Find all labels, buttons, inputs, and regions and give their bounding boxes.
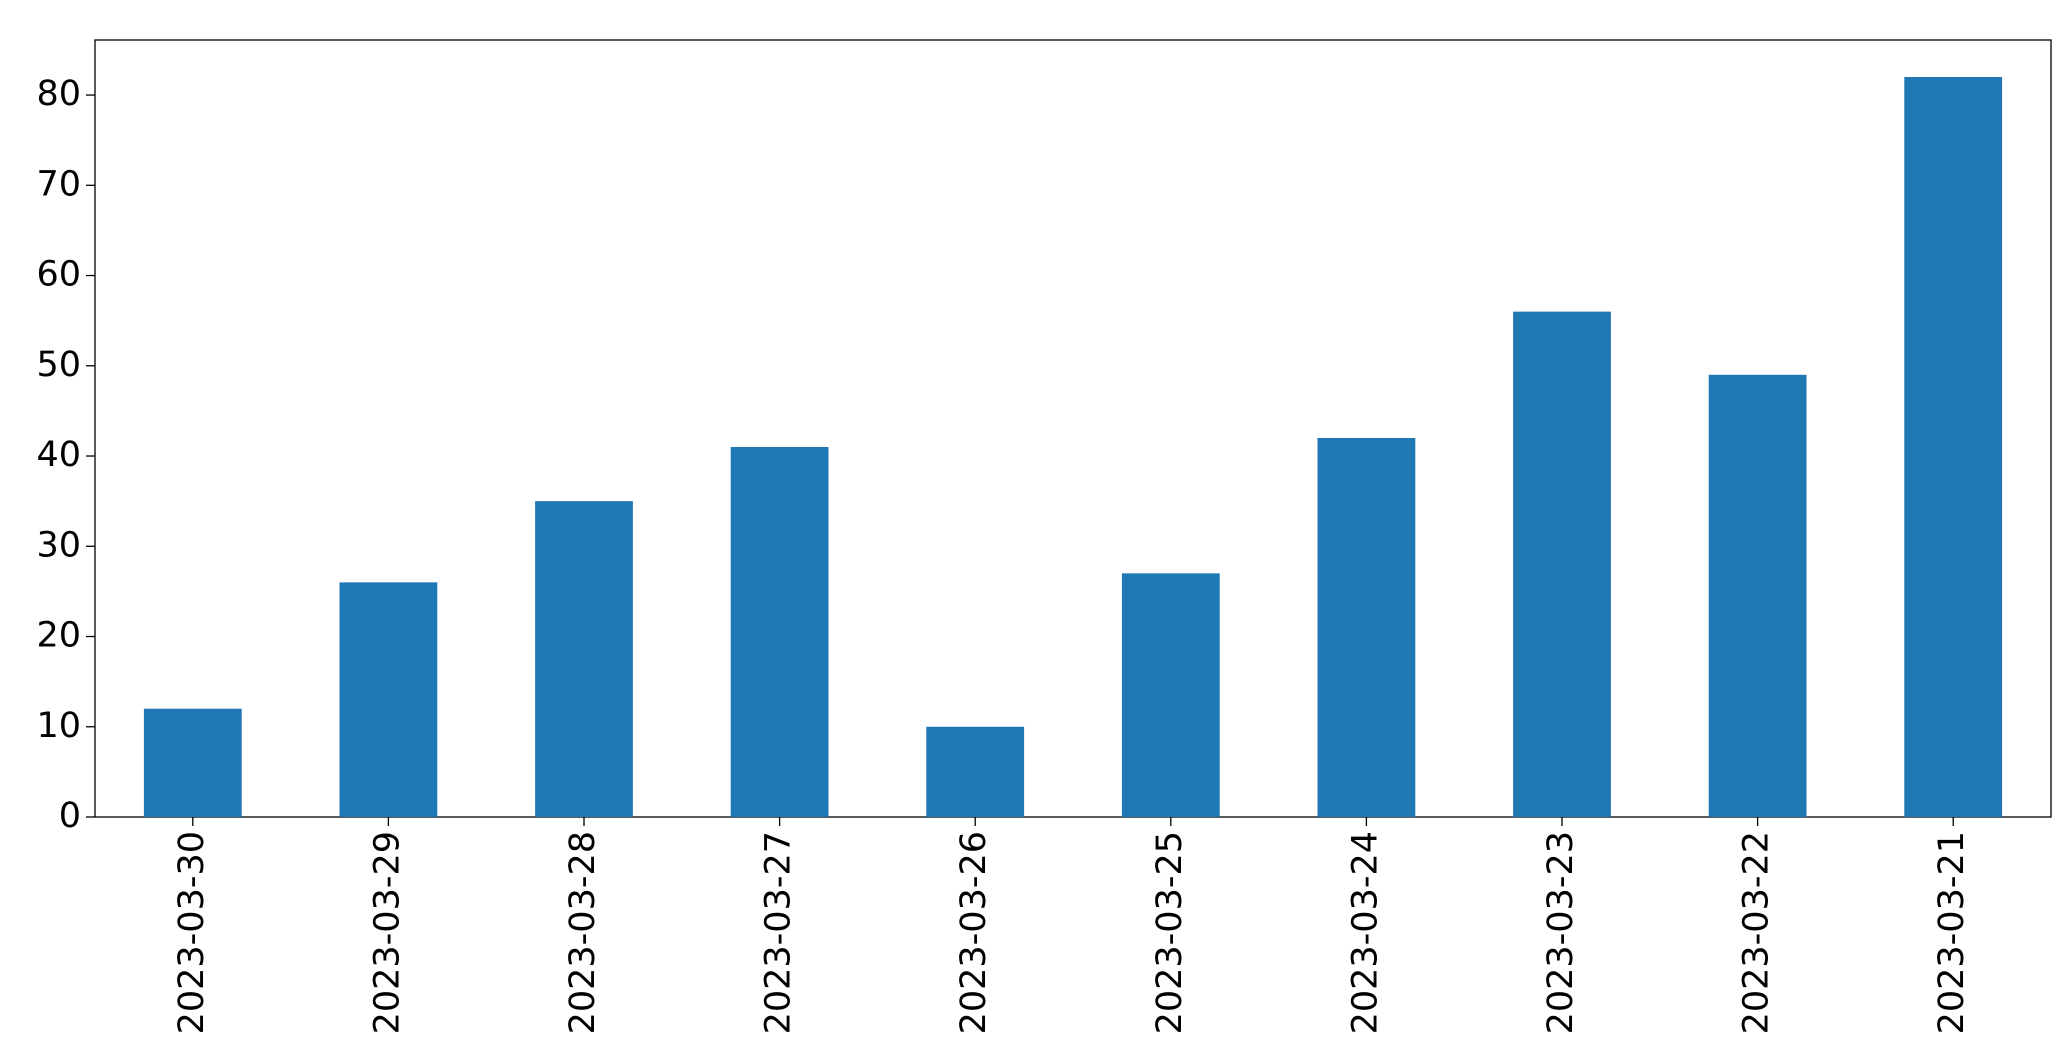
bar: [926, 726, 1025, 817]
x-tick-label: 2023-03-28: [563, 831, 603, 1034]
bar: [1708, 374, 1807, 817]
x-tick-label: 2023-03-21: [1932, 831, 1972, 1034]
y-tick-label: 30: [36, 525, 81, 565]
y-tick-label: 80: [36, 74, 81, 114]
y-tick-label: 60: [36, 255, 81, 295]
bar: [1317, 437, 1416, 817]
bar: [143, 708, 242, 817]
bar: [535, 501, 633, 817]
y-tick-label: 20: [36, 616, 81, 656]
x-tick-label: 2023-03-24: [1345, 831, 1385, 1034]
x-tick-label: 2023-03-29: [367, 831, 407, 1034]
x-tick-label: 2023-03-26: [954, 831, 994, 1034]
bar: [730, 447, 829, 817]
bar: [1904, 77, 2003, 817]
plot-frame: [94, 39, 2052, 818]
y-tick-label: 0: [59, 796, 81, 836]
x-tick-label: 2023-03-22: [1737, 831, 1777, 1034]
x-tick-label: 2023-03-25: [1150, 831, 1190, 1034]
bar: [1513, 311, 1611, 817]
y-tick-label: 10: [36, 706, 81, 746]
x-tick-label: 2023-03-30: [172, 831, 212, 1034]
y-tick-label: 50: [36, 345, 81, 385]
y-tick-label: 40: [36, 435, 81, 475]
x-tick-label: 2023-03-23: [1541, 831, 1581, 1034]
y-tick-label: 70: [36, 164, 81, 204]
x-tick-label: 2023-03-27: [759, 831, 799, 1034]
bar: [1121, 573, 1220, 817]
bar: [339, 582, 438, 817]
